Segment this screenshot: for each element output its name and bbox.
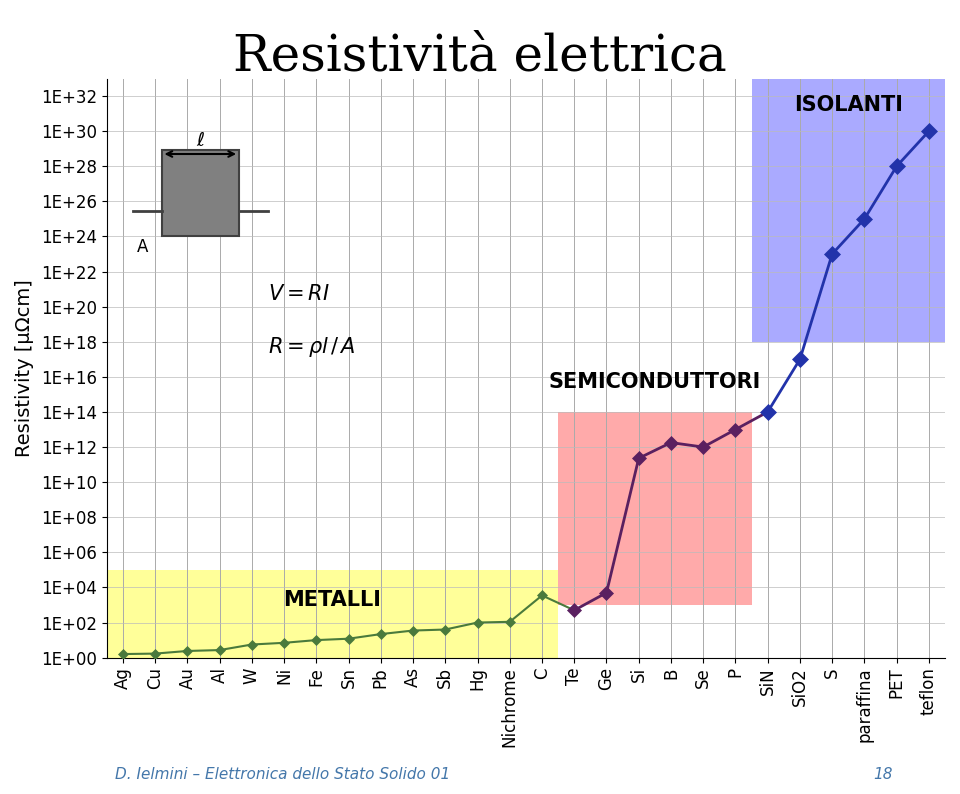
Text: $V = RI$: $V = RI$ [268,284,330,304]
Bar [752,79,945,341]
Bar [558,412,752,605]
Text: Resistività elettrica: Resistività elettrica [233,32,727,81]
Bar [107,570,558,657]
Text: SEMICONDUTTORI: SEMICONDUTTORI [549,372,761,392]
Text: A: A [136,238,148,256]
Text: 18: 18 [874,767,893,782]
Text: ISOLANTI: ISOLANTI [794,95,902,115]
Bar [161,149,239,237]
Text: METALLI: METALLI [283,590,381,610]
Text: $R = \rho l\,/\,A$: $R = \rho l\,/\,A$ [268,335,356,359]
Y-axis label: Resistivity [μΩcm]: Resistivity [μΩcm] [15,279,34,457]
Text: D. Ielmini – Elettronica dello Stato Solido 01: D. Ielmini – Elettronica dello Stato Sol… [115,767,450,782]
Text: $\ell$: $\ell$ [196,130,204,149]
